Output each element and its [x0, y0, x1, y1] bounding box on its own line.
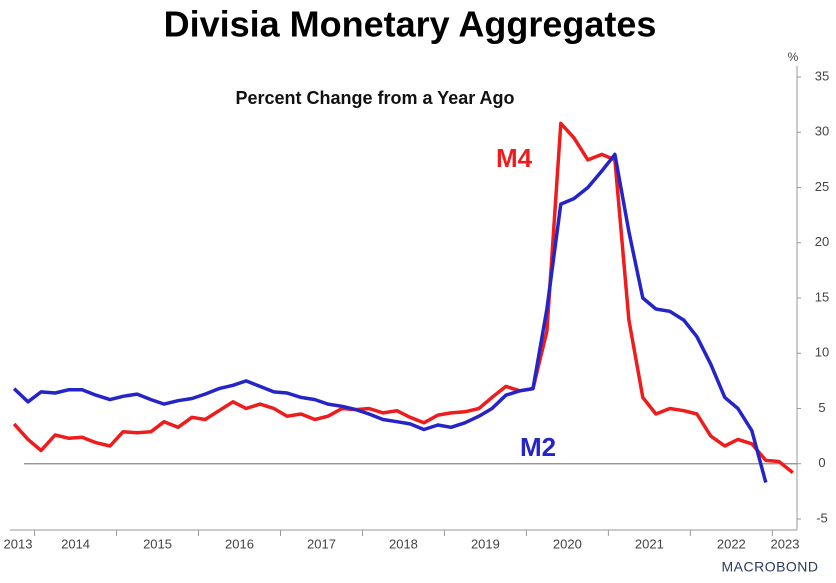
x-tick-label: 2015 [143, 536, 172, 551]
x-tick-label: 2017 [307, 536, 336, 551]
y-tick-label: 15 [815, 289, 829, 304]
x-tick-label: 2023 [771, 536, 800, 551]
y-tick-label: 0 [818, 455, 825, 470]
chart-title: Divisia Monetary Aggregates [164, 4, 657, 45]
y-unit: % [788, 50, 799, 64]
y-tick-label: 10 [815, 345, 829, 360]
x-tick-label: 2019 [471, 536, 500, 551]
y-tick-label: 25 [815, 179, 829, 194]
x-tick-label: 2014 [61, 536, 90, 551]
y-tick-label: 30 [815, 124, 829, 139]
x-tick-label: 2018 [389, 536, 418, 551]
x-tick-label: 2020 [553, 536, 582, 551]
x-tick-label: 2013 [4, 536, 33, 551]
source-logo: MACROBOND [721, 559, 818, 575]
series-label: M2 [520, 432, 556, 462]
subtitle: Percent Change from a Year Ago [235, 88, 514, 108]
y-tick-label: 35 [815, 68, 829, 83]
series-line [12, 152, 768, 483]
y-tick-label: 20 [815, 234, 829, 249]
x-tick-label: 2016 [225, 536, 254, 551]
series-line [12, 121, 794, 474]
y-tick-label: 5 [818, 400, 825, 415]
x-tick-label: 2022 [717, 536, 746, 551]
x-tick-label: 2021 [635, 536, 664, 551]
y-tick-label: -5 [816, 510, 828, 525]
series-label: M4 [496, 143, 533, 173]
